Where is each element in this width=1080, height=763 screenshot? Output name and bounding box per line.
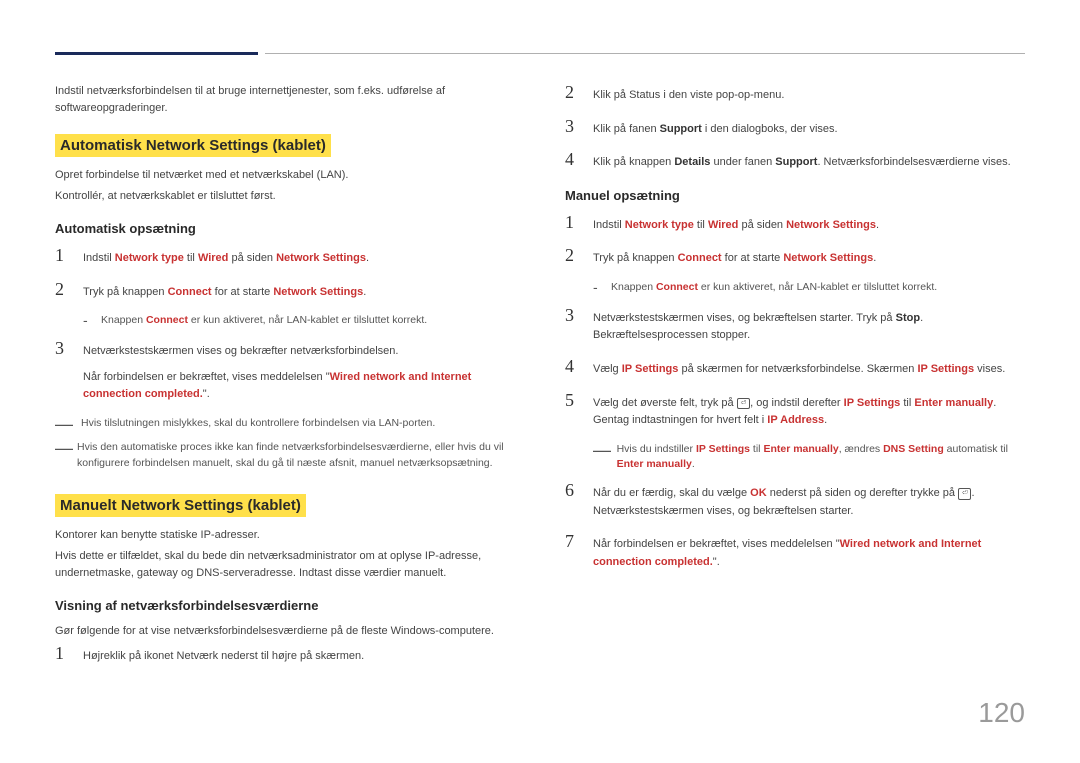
longdash-icon: ― bbox=[55, 416, 73, 432]
step-text: Vælg IP Settings på skærmen for netværks… bbox=[593, 361, 1005, 379]
section-heading-auto: Automatisk Network Settings (kablet) bbox=[55, 134, 331, 157]
long-dash-note: ― Hvis du indstiller IP Settings til Ent… bbox=[593, 442, 1025, 474]
note-text: Hvis den automatiske proces ikke kan fin… bbox=[77, 440, 515, 472]
step-text: Tryk på knappen Connect for at starte Ne… bbox=[593, 250, 876, 268]
step-text: Når du er færdig, skal du vælge OK neder… bbox=[593, 485, 1025, 520]
rule-thin bbox=[265, 53, 1025, 54]
dash-icon: - bbox=[593, 280, 601, 296]
step-row: 3 Klik på fanen Support i den dialogboks… bbox=[565, 117, 1025, 139]
step-number: 2 bbox=[565, 83, 579, 101]
longdash-icon: ― bbox=[55, 440, 69, 472]
subheading-auto-setup: Automatisk opsætning bbox=[55, 221, 515, 236]
left-column: Indstil netværksforbindelsen til at brug… bbox=[55, 83, 515, 677]
step-row: 4 Klik på knappen Details under fanen Su… bbox=[565, 150, 1025, 172]
enter-icon: ⏎ bbox=[958, 488, 971, 500]
step-number: 7 bbox=[565, 532, 579, 550]
step-row: 7 Når forbindelsen er bekræftet, vises m… bbox=[565, 532, 1025, 571]
step-row: 5 Vælg det øverste felt, tryk på ⏎, og i… bbox=[565, 391, 1025, 430]
step-text: Indstil Network type til Wired på siden … bbox=[593, 217, 879, 235]
step-text: Netværkstestskærmen vises, og bekræftels… bbox=[593, 310, 1025, 345]
step-number: 1 bbox=[565, 213, 579, 231]
long-dash-note: ― Hvis tilslutningen mislykkes, skal du … bbox=[55, 416, 515, 432]
page-content: Indstil netværksforbindelsen til at brug… bbox=[0, 0, 1080, 677]
step-row: 2 Tryk på knappen Connect for at starte … bbox=[55, 280, 515, 302]
body-text: Opret forbindelse til netværket med et n… bbox=[55, 167, 515, 184]
dash-note: - Knappen Connect er kun aktiveret, når … bbox=[593, 280, 1025, 296]
step-number: 2 bbox=[565, 246, 579, 264]
step-number: 2 bbox=[55, 280, 69, 298]
subheading-viewing-values: Visning af netværksforbindelsesværdierne bbox=[55, 598, 515, 613]
step-row: 3 Netværkstestskærmen vises, og bekræfte… bbox=[565, 306, 1025, 345]
step-number: 1 bbox=[55, 246, 69, 264]
enter-icon: ⏎ bbox=[737, 398, 750, 410]
body-text: Gør følgende for at vise netværksforbind… bbox=[55, 623, 515, 640]
step-number: 5 bbox=[565, 391, 579, 409]
two-column-layout: Indstil netværksforbindelsen til at brug… bbox=[55, 83, 1025, 677]
top-rule bbox=[55, 52, 1025, 55]
intro-text: Indstil netværksforbindelsen til at brug… bbox=[55, 83, 515, 116]
dash-icon: - bbox=[83, 313, 91, 329]
step-row: 1 Indstil Network type til Wired på side… bbox=[565, 213, 1025, 235]
rule-thick bbox=[55, 52, 258, 55]
step-number: 4 bbox=[565, 150, 579, 168]
body-text: Kontorer kan benytte statiske IP-adresse… bbox=[55, 527, 515, 544]
step-row: 1 Indstil Network type til Wired på side… bbox=[55, 246, 515, 268]
body-text: Kontrollér, at netværkskablet er tilslut… bbox=[55, 188, 515, 205]
dash-text: Knappen Connect er kun aktiveret, når LA… bbox=[101, 313, 427, 329]
step-text: Vælg det øverste felt, tryk på ⏎, og ind… bbox=[593, 395, 1025, 430]
step-text: Klik på knappen Details under fanen Supp… bbox=[593, 154, 1011, 172]
step-number: 6 bbox=[565, 481, 579, 499]
step-text: Højreklik på ikonet Netværk nederst til … bbox=[83, 648, 364, 666]
step-number: 3 bbox=[55, 339, 69, 357]
step-number: 3 bbox=[565, 306, 579, 324]
dash-note: - Knappen Connect er kun aktiveret, når … bbox=[83, 313, 515, 329]
body-text: Hvis dette er tilfældet, skal du bede di… bbox=[55, 548, 515, 582]
right-column: 2 Klik på Status i den viste pop-op-menu… bbox=[565, 83, 1025, 677]
step-number: 4 bbox=[565, 357, 579, 375]
long-dash-note: ― Hvis den automatiske proces ikke kan f… bbox=[55, 440, 515, 472]
subheading-manual-setup: Manuel opsætning bbox=[565, 188, 1025, 203]
longdash-icon: ― bbox=[593, 442, 609, 474]
step-text: Tryk på knappen Connect for at starte Ne… bbox=[83, 284, 366, 302]
step-text: Klik på Status i den viste pop-op-menu. bbox=[593, 87, 784, 105]
step-row: 1 Højreklik på ikonet Netværk nederst ti… bbox=[55, 644, 515, 666]
step-text: Indstil Network type til Wired på siden … bbox=[83, 250, 369, 268]
step-row: 2 Tryk på knappen Connect for at starte … bbox=[565, 246, 1025, 268]
note-text: Hvis tilslutningen mislykkes, skal du ko… bbox=[81, 416, 435, 432]
step-row: 4 Vælg IP Settings på skærmen for netvær… bbox=[565, 357, 1025, 379]
step-text: Når forbindelsen er bekræftet, vises med… bbox=[593, 536, 1025, 571]
page-number: 120 bbox=[978, 697, 1025, 729]
step-row: 3 Netværkstestskærmen vises og bekræfter… bbox=[55, 339, 515, 404]
step-row: 6 Når du er færdig, skal du vælge OK ned… bbox=[565, 481, 1025, 520]
note-text: Hvis du indstiller IP Settings til Enter… bbox=[617, 442, 1025, 474]
step-text: Netværkstestskærmen vises og bekræfter n… bbox=[83, 343, 515, 404]
dash-text: Knappen Connect er kun aktiveret, når LA… bbox=[611, 280, 937, 296]
step-number: 3 bbox=[565, 117, 579, 135]
step-text: Klik på fanen Support i den dialogboks, … bbox=[593, 121, 838, 139]
step-number: 1 bbox=[55, 644, 69, 662]
step-row: 2 Klik på Status i den viste pop-op-menu… bbox=[565, 83, 1025, 105]
section-heading-manual: Manuelt Network Settings (kablet) bbox=[55, 494, 306, 517]
